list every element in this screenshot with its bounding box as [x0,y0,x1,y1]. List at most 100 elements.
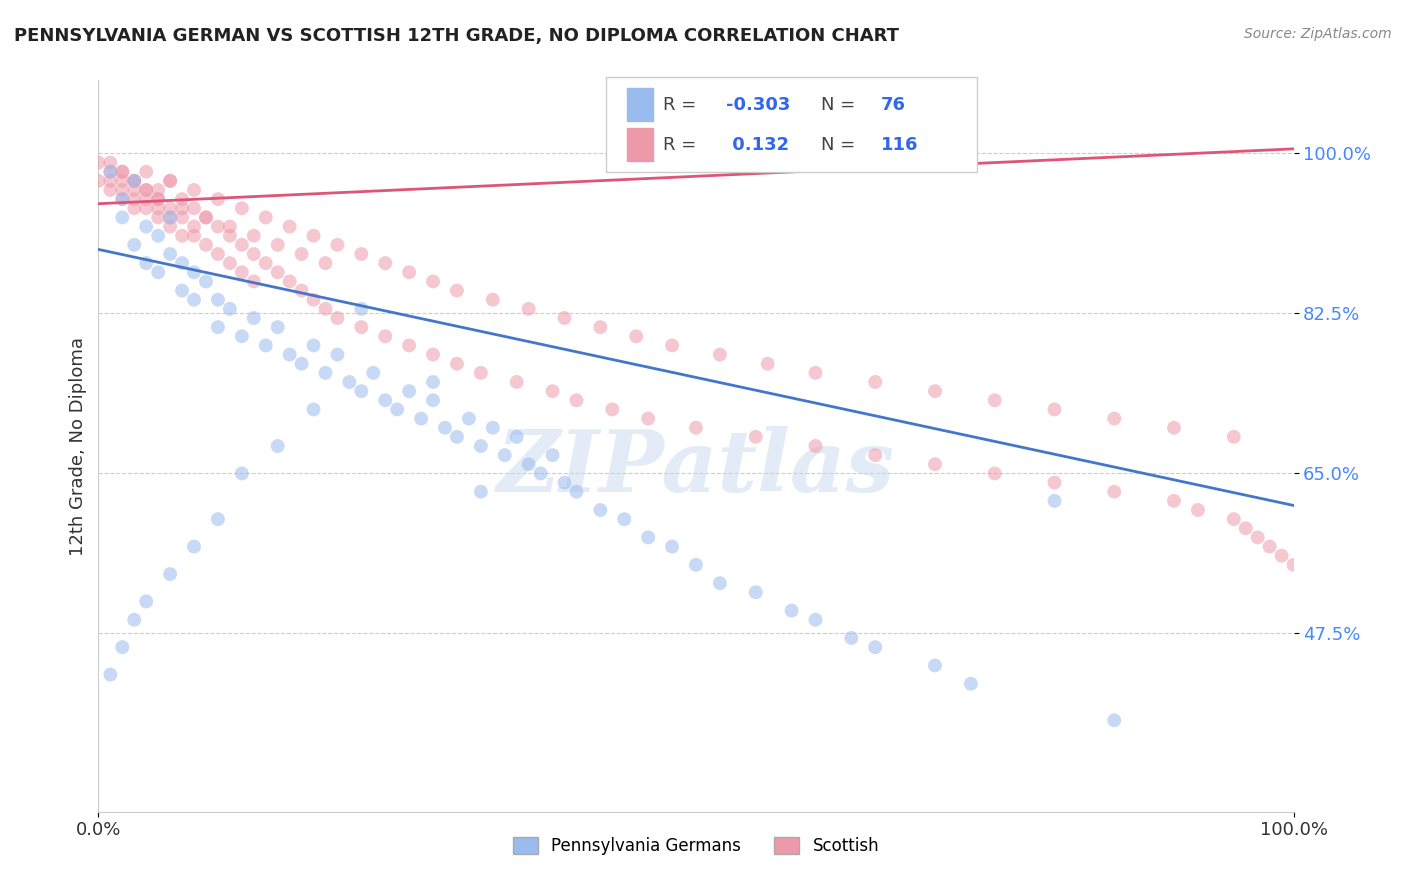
Point [231,329,253,343]
FancyBboxPatch shape [606,77,977,171]
Point [183,293,205,307]
Point [243,275,266,289]
Point [350,320,373,334]
Point [159,211,181,225]
Point [219,228,242,243]
Point [135,202,157,216]
Point [207,192,229,206]
Point [183,183,205,197]
Point [98,164,122,178]
Text: R =: R = [662,136,702,154]
Point [278,219,301,234]
FancyBboxPatch shape [627,128,652,161]
Point [195,275,218,289]
Point [231,202,253,216]
Point [302,293,325,307]
Point [315,301,337,316]
Point [470,366,492,380]
Point [291,284,314,298]
Point [446,430,468,444]
Point [602,402,624,417]
Point [637,530,659,544]
Point [172,211,194,225]
Point [148,183,170,197]
Point [1163,494,1185,508]
Point [1187,503,1209,517]
Point [481,421,505,435]
Point [398,265,420,279]
Point [1104,484,1126,499]
Point [1043,402,1066,417]
Point [98,667,122,681]
Point [183,202,205,216]
Point [159,247,181,261]
Point [554,475,576,490]
Point [135,183,157,197]
Point [148,192,170,206]
Point [745,430,768,444]
Point [984,467,1007,481]
Point [302,338,325,352]
Point [291,357,314,371]
Point [350,384,373,399]
Point [637,411,659,425]
Point [709,576,731,591]
Point [398,384,420,399]
Point [172,192,194,206]
Point [111,183,134,197]
Text: 116: 116 [882,136,918,154]
Point [613,512,636,526]
Point [111,640,134,655]
Point [231,467,253,481]
Point [1258,540,1281,554]
Y-axis label: 12th Grade, No Diploma: 12th Grade, No Diploma [69,336,87,556]
Point [434,421,457,435]
Point [267,237,290,252]
Point [422,375,444,389]
Point [422,347,444,362]
Point [111,211,134,225]
Point [1104,714,1126,728]
Point [148,211,170,225]
Point [470,484,492,499]
Point [589,503,612,517]
Point [517,301,540,316]
Text: R =: R = [662,95,702,113]
Text: N =: N = [821,136,862,154]
Point [804,439,827,453]
Point [207,247,229,261]
Point [554,311,576,326]
Point [661,338,683,352]
Point [243,311,266,326]
Point [254,338,277,352]
Point [363,366,385,380]
Point [183,219,205,234]
Point [111,192,134,206]
Text: Source: ZipAtlas.com: Source: ZipAtlas.com [1244,27,1392,41]
Point [685,421,707,435]
Point [804,366,827,380]
Point [422,393,444,408]
Point [207,293,229,307]
Point [841,631,863,645]
Point [148,265,170,279]
Point [124,613,146,627]
Point [865,640,887,655]
Point [1043,475,1066,490]
Point [172,284,194,298]
Point [1247,530,1270,544]
Text: -0.303: -0.303 [725,95,790,113]
Point [565,484,588,499]
Point [302,228,325,243]
Point [339,375,361,389]
Point [159,174,181,188]
Point [207,219,229,234]
Point [243,247,266,261]
Point [135,164,157,178]
Point [278,275,301,289]
Point [195,237,218,252]
Point [124,174,146,188]
Point [924,457,946,471]
Point [124,237,146,252]
Point [219,301,242,316]
